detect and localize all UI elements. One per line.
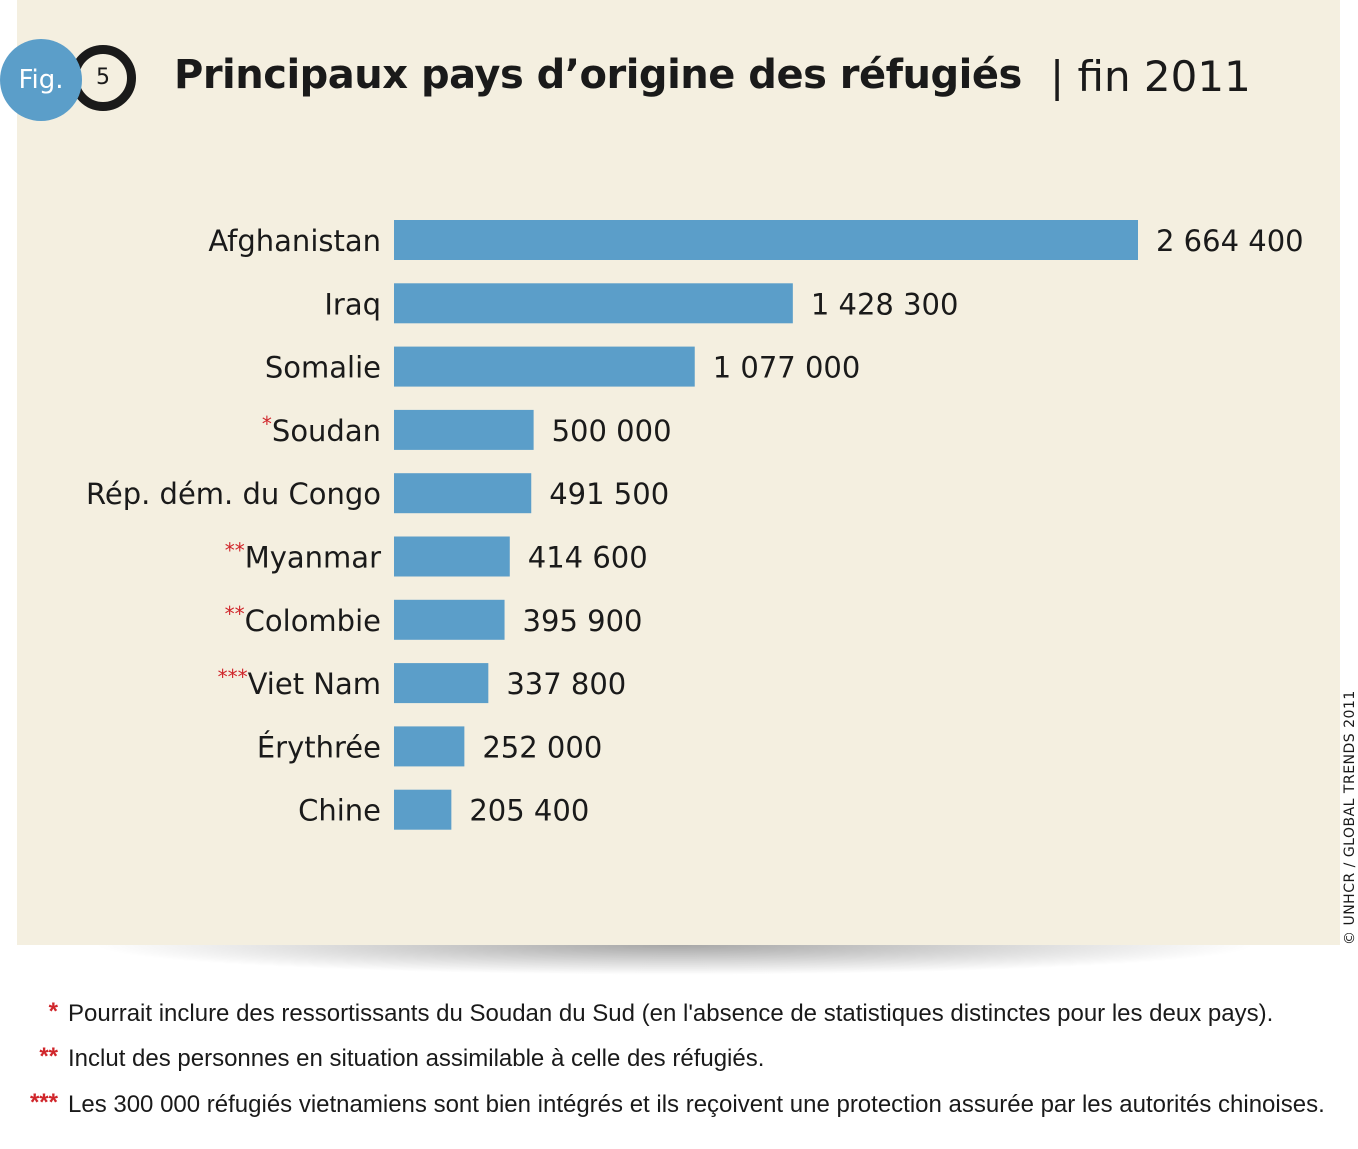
category-name: Myanmar (245, 541, 381, 575)
value-label: 1 428 300 (811, 287, 959, 321)
bar (394, 409, 534, 450)
value-label: 500 000 (552, 414, 672, 448)
value-label: 491 500 (549, 477, 669, 511)
bar (394, 220, 1138, 260)
footnote-mark: ** (39, 1043, 58, 1070)
category-label: Somalie (265, 351, 381, 385)
value-label: 252 000 (482, 730, 602, 764)
footnote-mark: * (262, 412, 272, 436)
category-label: Érythrée (257, 730, 381, 764)
value-label: 414 600 (528, 541, 648, 575)
bar (394, 663, 489, 704)
footnote-text: Les 300 000 réfugiés vietnamiens sont bi… (68, 1091, 1325, 1118)
value-label: 2 664 400 (1156, 224, 1304, 258)
value-label: 205 400 (469, 794, 589, 828)
copyright: © UNHCR / GLOBAL TRENDS 2011 (1342, 690, 1358, 945)
footnote-text: Pourrait inclure des ressortissants du S… (68, 1000, 1274, 1027)
bar (394, 473, 532, 514)
footnote-mark: *** (29, 1089, 58, 1116)
bar (394, 346, 695, 387)
category-name: Soudan (272, 414, 381, 448)
bar-chart: Afghanistan 2 664 400 Iraq 1 428 300 Somalie… (86, 220, 1304, 830)
value-label: 337 800 (506, 667, 626, 701)
figure-badge: Fig. (0, 39, 82, 121)
value-label: 395 900 (523, 604, 643, 638)
category-label: ***Viet Nam (218, 665, 381, 701)
category-label: **Colombie (225, 602, 381, 638)
category-label: Afghanistan (208, 224, 381, 258)
bar (394, 789, 452, 830)
footnote-mark: *** (218, 665, 248, 689)
footnote-mark: ** (225, 602, 245, 626)
bar (394, 283, 793, 324)
bar (394, 726, 465, 767)
figure-number: 5 (70, 45, 136, 111)
chart-subtitle: | fin 2011 (1050, 52, 1251, 101)
category-name: Viet Nam (248, 667, 381, 701)
category-label: **Myanmar (225, 539, 381, 575)
footnote-mark: ** (225, 539, 245, 563)
chart-title: Principaux pays d’origine des réfugiés (174, 52, 1022, 98)
panel-shadow (90, 945, 1260, 975)
bar (394, 599, 505, 640)
category-label: Rép. dém. du Congo (86, 477, 381, 511)
footnote-text: Inclut des personnes en situation assimi… (68, 1045, 765, 1072)
category-label: Chine (298, 794, 381, 828)
bar (394, 536, 510, 577)
category-label: *Soudan (262, 412, 381, 448)
category-name: Colombie (245, 604, 381, 638)
value-label: 1 077 000 (713, 351, 861, 385)
chart-panel (17, 0, 1340, 945)
footnote-mark: * (48, 998, 58, 1025)
category-label: Iraq (324, 287, 381, 321)
